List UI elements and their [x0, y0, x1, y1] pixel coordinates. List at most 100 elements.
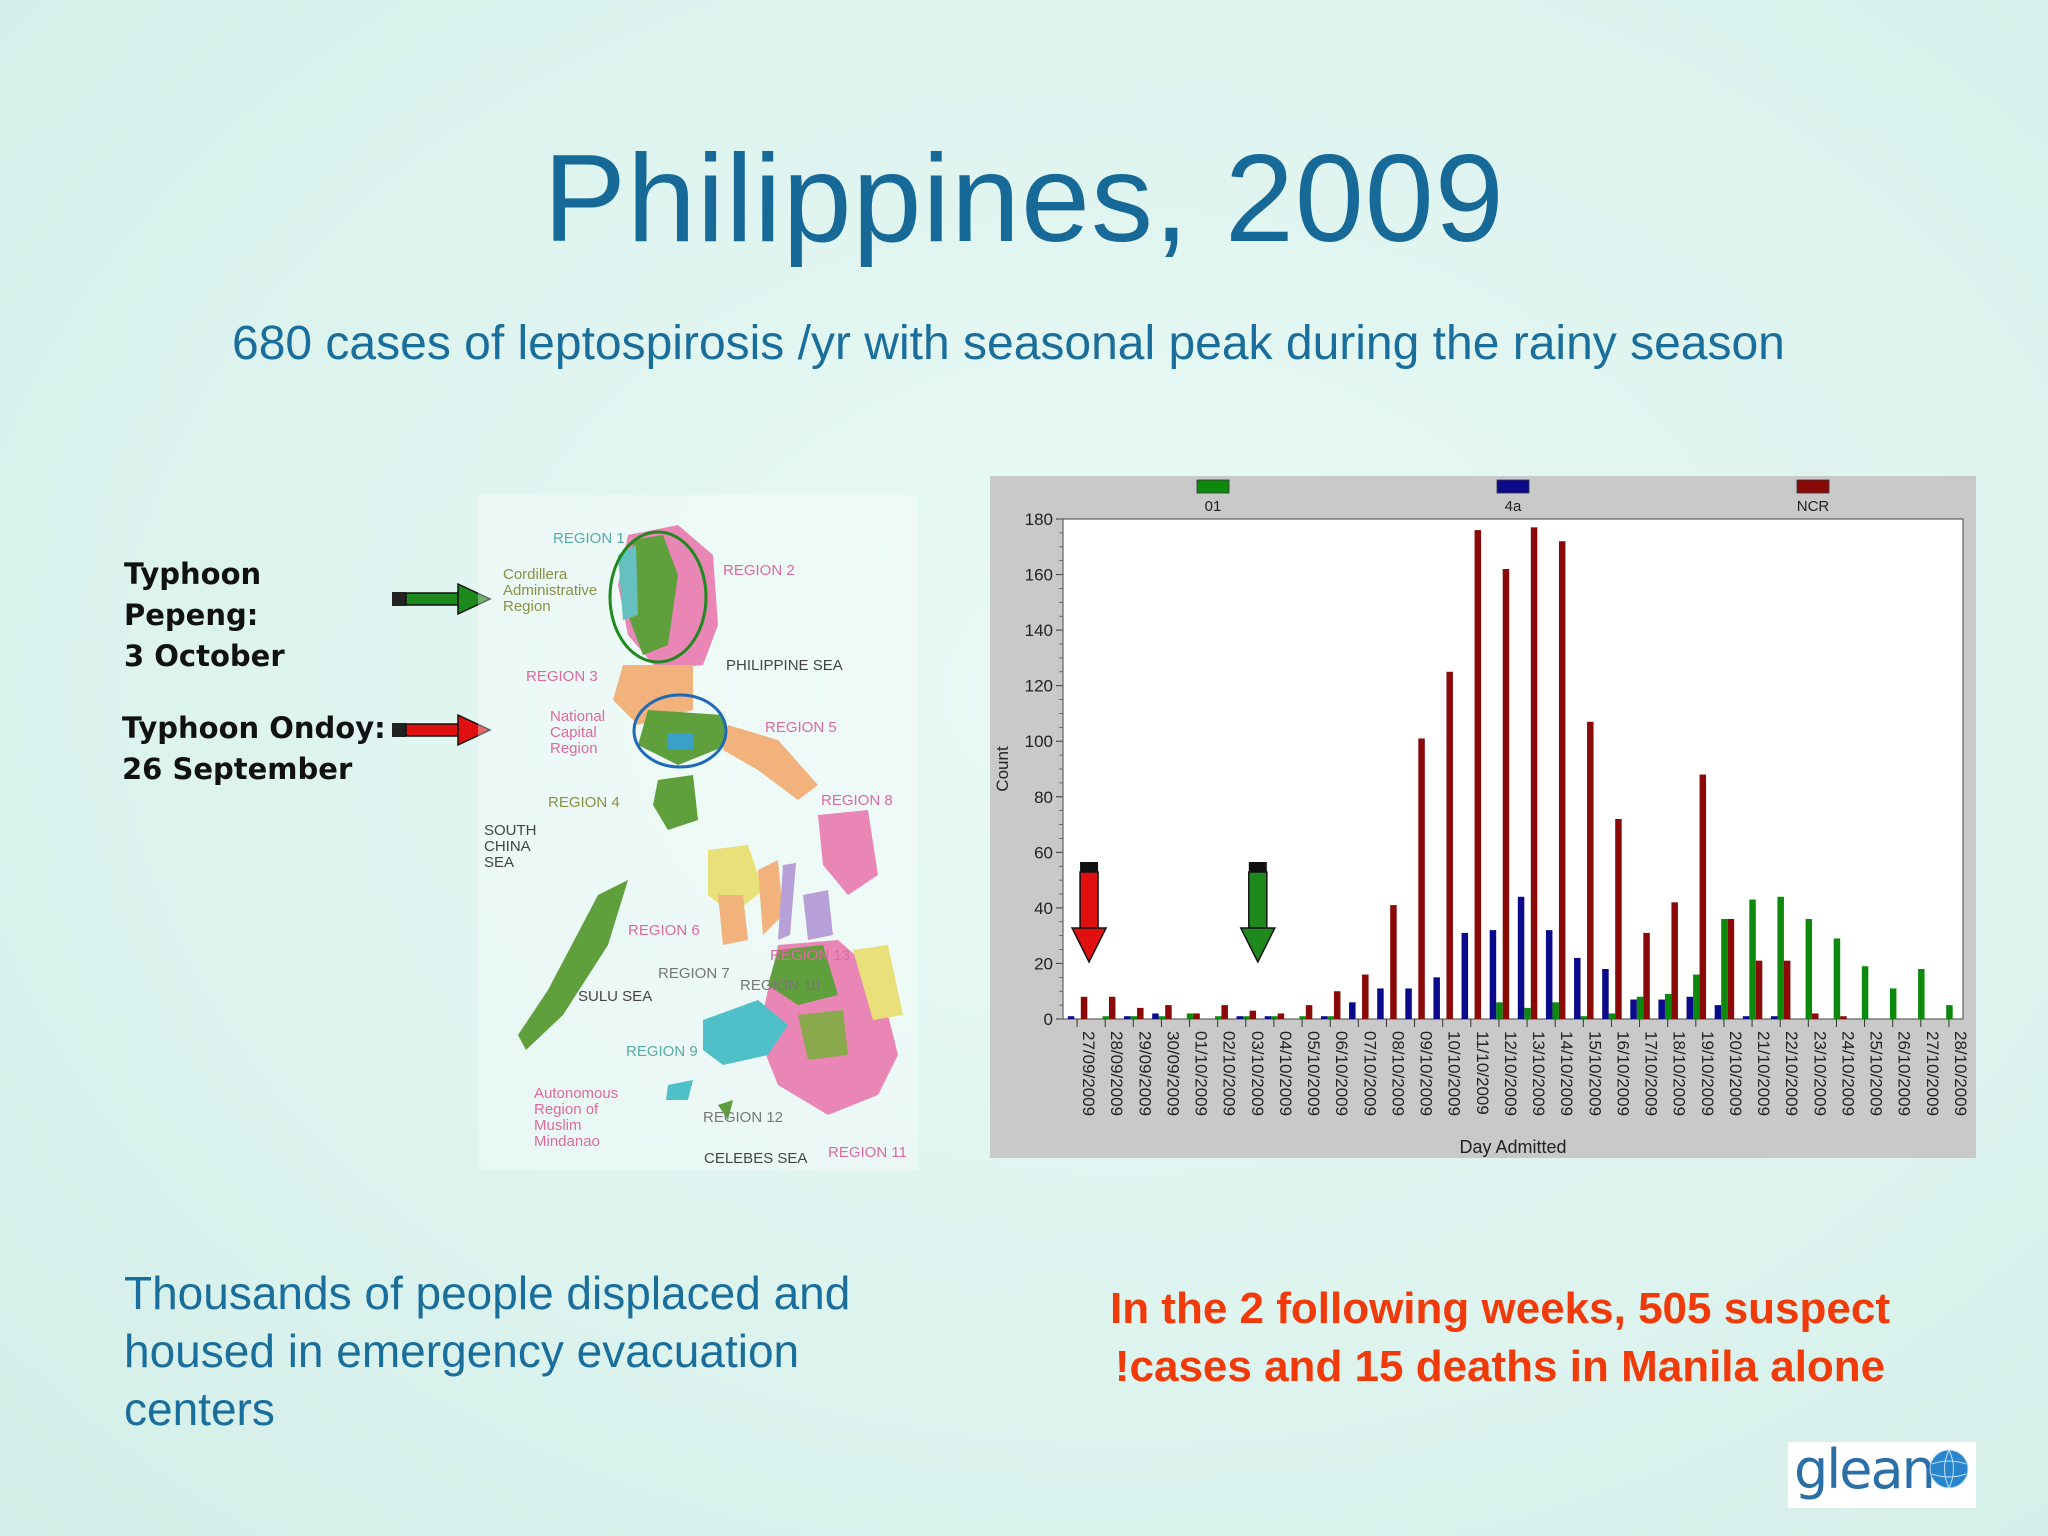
- bar-4a: [1602, 969, 1609, 1019]
- bar-01: [1327, 1016, 1334, 1019]
- bar-NCR: [1277, 1013, 1285, 1019]
- legend-label: 4a: [1505, 498, 1522, 515]
- bar-NCR: [1193, 1013, 1200, 1019]
- y-tick-label: 80: [1034, 788, 1053, 807]
- map-label-region4: REGION 4: [548, 794, 620, 811]
- bar-NCR: [1699, 774, 1707, 1019]
- x-tick-label: 07/10/2009: [1360, 1031, 1379, 1116]
- bar-4a: [1236, 1016, 1244, 1019]
- map-label-region5: REGION 5: [765, 719, 837, 736]
- bar-4a: [1714, 1005, 1722, 1019]
- pepeng-arrow-icon: [392, 582, 492, 616]
- map-label-ncr-1: National: [550, 708, 605, 725]
- x-tick-label: 01/10/2009: [1192, 1031, 1211, 1116]
- bar-NCR: [1165, 1005, 1172, 1019]
- x-tick-label: 28/09/2009: [1107, 1031, 1126, 1116]
- bar-01: [1299, 1016, 1306, 1019]
- slide-title: Philippines, 2009: [543, 130, 1505, 268]
- x-tick-label: 22/10/2009: [1782, 1031, 1801, 1116]
- logo-text: glean: [1794, 1438, 1936, 1501]
- bar-01: [1664, 994, 1672, 1019]
- map-label-region10: REGION 10: [740, 977, 820, 994]
- bar-NCR: [1587, 721, 1594, 1019]
- bar-NCR: [1812, 1013, 1819, 1019]
- y-tick-label: 20: [1034, 954, 1053, 973]
- slide-subtitle: 680 cases of leptospirosis /yr with seas…: [232, 317, 1785, 370]
- plot-area: [1062, 518, 1964, 1020]
- x-tick-label: 05/10/2009: [1304, 1031, 1323, 1116]
- bar-NCR: [1137, 1007, 1144, 1019]
- bar-4a: [1405, 988, 1412, 1019]
- typhoon-pepeng-line1: Typhoon: [124, 557, 262, 591]
- bar-01: [1102, 1016, 1109, 1019]
- x-tick-label: 23/10/2009: [1810, 1031, 1829, 1116]
- typhoon-marker-arrow-icon: [1070, 862, 1108, 964]
- bar-4a: [1264, 1016, 1272, 1019]
- bar-01: [1805, 919, 1813, 1019]
- bar-NCR: [1558, 541, 1566, 1019]
- bar-NCR: [1530, 527, 1538, 1019]
- bar-4a: [1574, 957, 1581, 1019]
- map-label-region6: REGION 6: [628, 922, 700, 939]
- y-tick-label: 40: [1034, 899, 1053, 918]
- map-label-region13: REGION 13: [770, 947, 850, 964]
- bar-01: [1861, 966, 1869, 1019]
- bar-01: [1749, 899, 1756, 1019]
- bottom-right-line1: In the 2 following weeks, 505 suspect: [1109, 1284, 1890, 1333]
- map-label-region9: REGION 9: [626, 1043, 698, 1060]
- x-tick-label: 10/10/2009: [1445, 1031, 1464, 1116]
- bar-01: [1186, 1013, 1194, 1019]
- bar-01: [1889, 988, 1897, 1019]
- bar-4a: [1517, 896, 1525, 1019]
- bar-4a: [1658, 999, 1665, 1019]
- bar-4a: [1320, 1016, 1328, 1019]
- bar-4a: [1349, 1002, 1356, 1019]
- typhoon-ondoy-line2: 26 September: [122, 752, 353, 786]
- y-tick-label: 180: [1025, 510, 1053, 529]
- x-tick-label: 25/10/2009: [1867, 1031, 1886, 1116]
- x-axis-label: Day Admitted: [1459, 1137, 1566, 1157]
- x-tick-label: 04/10/2009: [1276, 1031, 1295, 1116]
- bar-4a: [1770, 1016, 1778, 1019]
- bar-NCR: [1727, 919, 1735, 1019]
- y-tick-label: 100: [1025, 732, 1053, 751]
- bar-NCR: [1755, 960, 1763, 1019]
- map-label-scs-2: CHINA: [484, 838, 531, 855]
- y-tick-label: 60: [1034, 843, 1053, 862]
- map-label-region2: REGION 2: [723, 562, 795, 579]
- bar-NCR: [1783, 960, 1791, 1019]
- bar-01: [1130, 1016, 1138, 1019]
- x-tick-label: 27/09/2009: [1079, 1031, 1098, 1116]
- bar-NCR: [1390, 905, 1397, 1019]
- x-tick-label: 27/10/2009: [1923, 1031, 1942, 1116]
- bar-4a: [1545, 930, 1553, 1019]
- legend-label: NCR: [1797, 498, 1830, 515]
- bar-NCR: [1362, 974, 1369, 1019]
- bar-01: [1693, 974, 1700, 1019]
- bar-NCR: [1333, 991, 1341, 1019]
- bar-01: [1918, 969, 1925, 1019]
- bar-NCR: [1502, 569, 1510, 1019]
- typhoon-pepeng-label: Typhoon Pepeng: 3 October: [124, 554, 285, 677]
- x-tick-label: 02/10/2009: [1220, 1031, 1239, 1116]
- x-tick-label: 15/10/2009: [1585, 1031, 1604, 1116]
- bar-01: [1833, 938, 1841, 1019]
- legend-swatch: [1796, 479, 1830, 494]
- map-label-region11: REGION 11: [828, 1144, 907, 1161]
- x-tick-label: 11/10/2009: [1473, 1031, 1492, 1115]
- bar-01: [1158, 1016, 1166, 1019]
- bar-NCR: [1080, 996, 1088, 1019]
- bar-NCR: [1418, 738, 1425, 1019]
- map-label-scs-1: SOUTH: [484, 822, 537, 839]
- x-tick-label: 14/10/2009: [1557, 1031, 1576, 1116]
- y-tick-label: 160: [1025, 566, 1053, 585]
- bar-4a: [1377, 988, 1384, 1019]
- map-label-armm-2: Region of: [534, 1101, 599, 1118]
- map-label-ncr-3: Region: [550, 740, 598, 757]
- bottom-right-line2: !cases and 15 deaths in Manila alone: [1114, 1342, 1886, 1391]
- x-tick-label: 30/09/2009: [1163, 1031, 1182, 1116]
- bar-NCR: [1305, 1005, 1313, 1019]
- legend-label: 01: [1205, 498, 1222, 515]
- map-label-region8: REGION 8: [821, 792, 893, 809]
- bar-01: [1608, 1013, 1616, 1019]
